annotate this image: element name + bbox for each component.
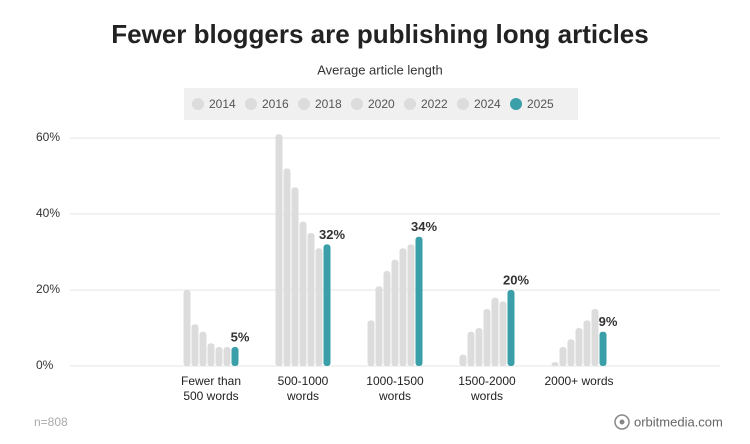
bar [591, 309, 599, 366]
x-tick-label: 1000-1500 words [366, 374, 424, 403]
bar [207, 343, 215, 366]
bar [215, 347, 223, 366]
bar [283, 168, 291, 366]
source: orbitmedia.com [634, 414, 723, 429]
legend-marker [510, 98, 522, 110]
data-label: 34% [411, 219, 437, 234]
legend-label: 2022 [421, 97, 448, 111]
source-logo [614, 414, 630, 430]
bar [483, 309, 491, 366]
data-label: 5% [231, 329, 250, 344]
bar [199, 331, 207, 366]
bar [475, 328, 483, 366]
x-tick-label: 1500-2000 words [458, 374, 516, 403]
bar [491, 297, 499, 366]
legend-label: 2024 [474, 97, 501, 111]
legend-label: 2014 [209, 97, 236, 111]
legend-marker [457, 98, 469, 110]
legend-marker [192, 98, 204, 110]
bar [231, 347, 239, 366]
data-label: 20% [503, 272, 529, 287]
bar [367, 320, 375, 366]
bar [183, 290, 191, 366]
bar [567, 339, 575, 366]
data-label: 32% [319, 227, 345, 242]
x-tick-label: 500-1000 words [277, 374, 329, 403]
legend-label: 2025 [527, 97, 554, 111]
data-label: 9% [599, 314, 618, 329]
bar [223, 347, 231, 366]
bar [599, 331, 607, 366]
bar [323, 244, 331, 366]
sample-note: n=808 [34, 415, 68, 429]
bar [407, 244, 415, 366]
bar [391, 259, 399, 366]
bar [291, 187, 299, 366]
bar [551, 362, 559, 366]
bar [275, 134, 283, 366]
x-tick-label: 2000+ words [544, 374, 614, 388]
bar [375, 286, 383, 366]
bar [499, 301, 507, 366]
bar [307, 233, 315, 366]
bar [467, 331, 475, 366]
legend-label: 2020 [368, 97, 395, 111]
bar [459, 354, 467, 366]
bar [559, 347, 567, 366]
bar [507, 290, 515, 366]
source-logo-dot [619, 419, 625, 425]
chart-subtitle: Average article length [317, 62, 443, 77]
bar [583, 320, 591, 366]
y-tick-label: 60% [36, 130, 60, 144]
legend-marker [404, 98, 416, 110]
legend-marker [351, 98, 363, 110]
y-tick-label: 40% [36, 206, 60, 220]
bar [575, 328, 583, 366]
bar [399, 248, 407, 366]
legend-label: 2016 [262, 97, 289, 111]
bar [415, 236, 423, 366]
x-tick-label: Fewer than 500 words [180, 374, 242, 403]
bar [191, 324, 199, 366]
legend-label: 2018 [315, 97, 342, 111]
bar [315, 248, 323, 366]
bar [383, 271, 391, 366]
y-tick-label: 0% [36, 358, 54, 372]
y-tick-label: 20% [36, 282, 60, 296]
legend-marker [298, 98, 310, 110]
legend-marker [245, 98, 257, 110]
bar [299, 221, 307, 366]
chart-title: Fewer bloggers are publishing long artic… [111, 19, 648, 49]
